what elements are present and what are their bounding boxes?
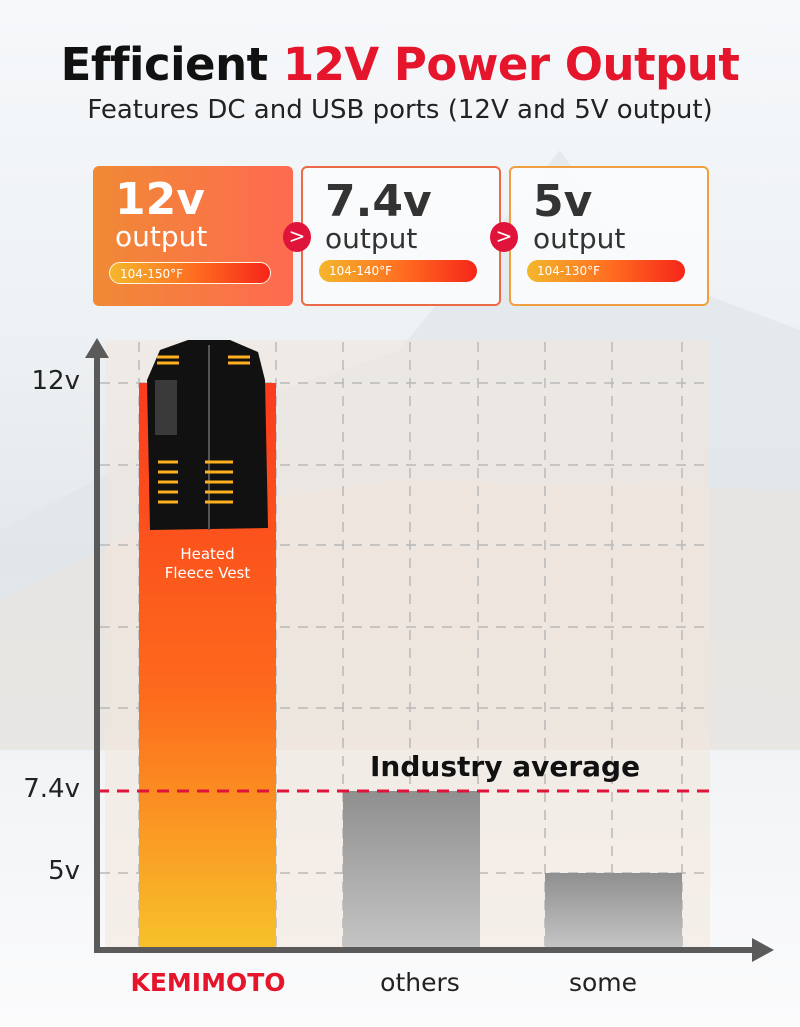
x-axis-arrow-icon [752,938,774,962]
temp-range-pill: 104-140°F [319,260,477,282]
card-label: output [115,220,208,253]
heated-vest-image [147,340,268,530]
bar-some [545,873,682,947]
bar-others [343,791,480,947]
chevron-right-icon: > [283,222,311,252]
x-label-some: some [568,968,638,997]
card-voltage: 12v [115,174,205,225]
card-voltage: 7.4v [325,176,432,227]
temp-range-pill: 104-150°F [109,262,271,284]
y-tick-label: 12v [31,366,80,396]
card-voltage: 5v [533,176,593,227]
x-label-others: others [380,968,460,997]
temp-range-pill: 104-130°F [527,260,685,282]
card-label: output [325,222,418,255]
output-card-12v: 12v output 104-150°F [93,166,293,306]
chevron-right-icon: > [490,222,518,252]
output-card-7-4v: 7.4v output 104-140°F [301,166,501,306]
y-tick-label: 7.4v [23,774,80,804]
y-axis-arrow-icon [85,338,109,358]
product-label: Heated Fleece Vest [164,545,251,582]
y-tick-label: 5v [48,856,80,886]
x-label-kemimoto: KEMIMOTO [130,968,286,997]
subtitle: Features DC and USB ports (12V and 5V ou… [87,95,713,125]
industry-average-label: Industry average [370,750,641,783]
card-label: output [533,222,626,255]
output-card-5v: 5v output 104-130°F [509,166,709,306]
page-title: Efficient 12V Power Output [60,38,740,91]
